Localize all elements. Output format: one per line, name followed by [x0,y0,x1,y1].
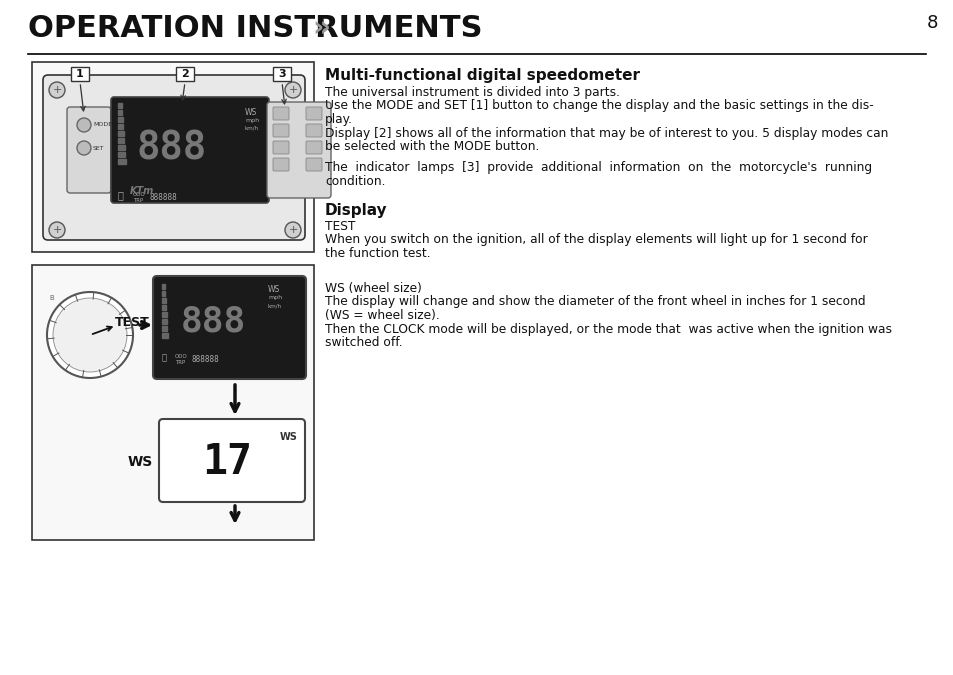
Text: 888888: 888888 [150,193,177,202]
FancyBboxPatch shape [67,107,111,193]
Text: 888888: 888888 [192,355,219,364]
Text: the function test.: the function test. [325,247,430,260]
FancyBboxPatch shape [71,67,89,81]
Text: ⛽: ⛽ [118,190,124,200]
Text: WS: WS [268,285,280,294]
Bar [118,145,125,150]
Bar [162,284,165,289]
Text: ODO: ODO [132,192,146,197]
Text: +: + [52,85,62,95]
Text: +: + [288,225,297,235]
FancyBboxPatch shape [273,141,289,154]
Circle shape [77,118,91,132]
Text: Display: Display [325,203,387,218]
Circle shape [47,292,132,378]
Text: (WS = wheel size).: (WS = wheel size). [325,309,439,322]
Bar [118,124,123,129]
Text: ⛽: ⛽ [162,353,167,362]
Text: TEST: TEST [115,315,150,329]
Text: be selected with the MODE button.: be selected with the MODE button. [325,140,538,153]
Text: MODE: MODE [92,122,112,128]
Text: Multi-functional digital speedometer: Multi-functional digital speedometer [325,68,639,83]
Text: +: + [52,225,62,235]
Text: The universal instrument is divided into 3 parts.: The universal instrument is divided into… [325,86,619,99]
Text: 2: 2 [181,69,189,79]
Text: WS: WS [245,108,257,117]
Text: 17: 17 [202,441,252,483]
FancyBboxPatch shape [43,75,305,240]
Text: +: + [288,85,297,95]
Circle shape [77,141,91,155]
Circle shape [49,222,65,238]
FancyBboxPatch shape [273,158,289,171]
Text: mph: mph [268,295,282,300]
Text: 1: 1 [76,69,84,79]
Text: Display [2] shows all of the information that may be of interest to you. 5 displ: Display [2] shows all of the information… [325,126,887,140]
FancyBboxPatch shape [267,102,331,198]
Bar [162,298,166,303]
Text: km/h: km/h [268,303,282,308]
FancyBboxPatch shape [159,419,305,502]
Text: Then the CLOCK mode will be displayed, or the mode that  was active when the ign: Then the CLOCK mode will be displayed, o… [325,323,891,335]
Circle shape [53,298,127,372]
Text: TRP: TRP [174,360,185,365]
Bar [162,319,167,324]
FancyBboxPatch shape [306,141,322,154]
Bar [118,110,122,115]
Text: 888: 888 [180,305,245,339]
Bar [118,152,126,157]
Bar [118,131,124,136]
Circle shape [285,82,301,98]
Text: play.: play. [325,113,353,126]
Text: switched off.: switched off. [325,336,402,349]
Text: The  indicator  lamps  [3]  provide  additional  information  on  the  motorcycl: The indicator lamps [3] provide addition… [325,161,871,175]
Bar [162,326,167,331]
Text: When you switch on the ignition, all of the display elements will light up for 1: When you switch on the ignition, all of … [325,234,867,246]
FancyBboxPatch shape [306,158,322,171]
Circle shape [49,82,65,98]
Bar [162,333,168,338]
Text: 888: 888 [137,129,207,167]
Text: TRP: TRP [132,198,143,203]
FancyBboxPatch shape [273,67,291,81]
Text: 3: 3 [278,69,286,79]
Text: The display will change and show the diameter of the front wheel in inches for 1: The display will change and show the dia… [325,296,864,308]
Bar [118,117,123,122]
FancyBboxPatch shape [273,107,289,120]
FancyBboxPatch shape [152,276,306,379]
Text: Use the MODE and SET [1] button to change the display and the basic settings in : Use the MODE and SET [1] button to chang… [325,99,873,113]
Bar [162,305,166,310]
Text: ODO: ODO [174,354,188,359]
Text: KTm: KTm [130,186,154,196]
Bar [118,159,126,164]
Text: condition.: condition. [325,175,385,188]
Text: WS: WS [280,432,297,442]
Text: WS: WS [128,455,152,469]
Text: TEST: TEST [325,220,355,233]
FancyBboxPatch shape [111,97,269,203]
Text: WS (wheel size): WS (wheel size) [325,282,421,295]
Bar [162,291,165,296]
Bar [118,138,125,143]
Text: mph: mph [245,118,259,123]
Bar [32,265,314,540]
Text: »: » [312,14,330,42]
Circle shape [285,222,301,238]
Text: km/h: km/h [245,126,259,131]
FancyBboxPatch shape [306,124,322,137]
Bar [32,62,314,252]
Text: B: B [49,295,53,301]
FancyBboxPatch shape [175,67,193,81]
FancyBboxPatch shape [273,124,289,137]
Bar [118,103,122,108]
Text: 8: 8 [925,14,937,32]
Text: SET: SET [92,146,105,151]
Bar [162,312,167,317]
Text: OPERATION INSTRUMENTS: OPERATION INSTRUMENTS [28,14,482,43]
FancyBboxPatch shape [306,107,322,120]
